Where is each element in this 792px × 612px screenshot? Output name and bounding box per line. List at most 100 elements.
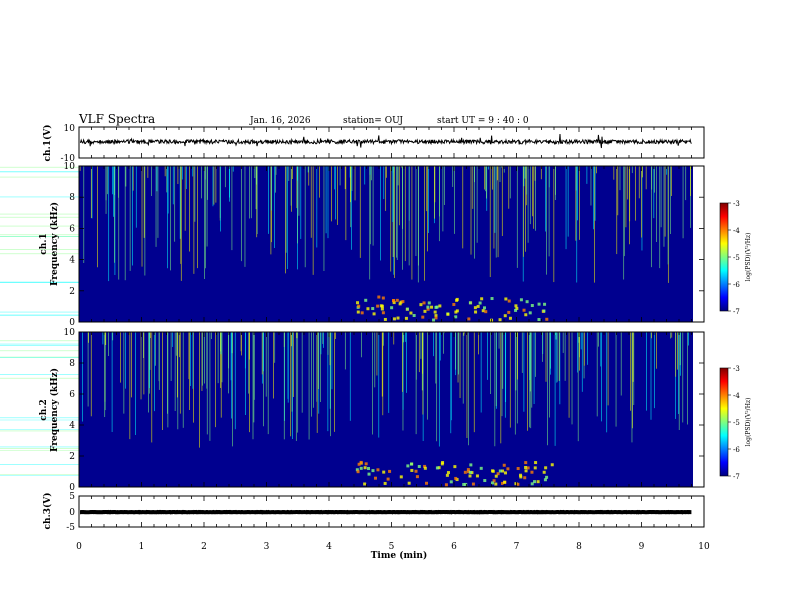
ch1-spectrogram-ylabel-frequency: Frequency (kHz) <box>49 202 60 286</box>
spectrogram-cell <box>524 466 528 470</box>
ch1-waveform-panel: 10 -10 ch.1(V) <box>42 124 705 164</box>
y-tick-label: 6 <box>69 390 75 400</box>
spectrogram-cell <box>542 309 546 313</box>
spectrogram-cell <box>528 311 532 315</box>
spectrogram-cell <box>542 470 546 474</box>
y-tick-label: 8 <box>69 193 75 203</box>
time-tick-label: 4 <box>326 542 332 552</box>
spectrogram-cell <box>441 461 445 465</box>
time-tick-label: 1 <box>139 542 145 552</box>
spectrogram-cell <box>423 466 427 470</box>
spectrogram-cell <box>533 466 537 470</box>
spectrogram-cell <box>544 466 548 470</box>
spectrogram-cell <box>498 469 502 473</box>
spectrogram-cell <box>455 297 459 301</box>
spectrogram-cell <box>502 463 506 467</box>
spectrogram-cell <box>516 467 520 471</box>
spectrogram-cell <box>545 475 549 479</box>
ch1-spectrogram-image <box>0 166 691 322</box>
spectrogram-cell <box>446 312 450 316</box>
spectrogram-cell <box>433 310 437 314</box>
spectrogram-cell <box>395 298 399 302</box>
spectrogram-cell <box>501 481 505 485</box>
spectrogram-cell <box>525 300 529 304</box>
spectrogram-cell <box>359 466 363 470</box>
spectrogram-cell <box>356 301 360 305</box>
spectrogram-cell <box>372 312 376 316</box>
spectrogram-cell <box>424 481 428 485</box>
spectrogram-cell <box>363 466 367 470</box>
spectrogram-cell <box>484 310 488 314</box>
spectrogram-cell <box>469 463 473 467</box>
time-tick-label: 5 <box>389 542 395 552</box>
spectrogram-cell <box>412 314 416 318</box>
spectrogram-cell <box>392 317 396 321</box>
spectrogram-cell <box>490 297 494 301</box>
spectrogram-cell <box>371 307 375 311</box>
time-tick-label: 10 <box>698 542 710 552</box>
spectrogram-cell <box>417 464 421 468</box>
header-start-ut: start UT = 9 : 40 : 0 <box>437 116 529 126</box>
ch1-spectrogram-ylabel-channel: ch.1 <box>39 233 49 254</box>
ch1-ytick-bottom: -10 <box>61 154 76 164</box>
spectrogram-cell <box>396 316 400 320</box>
spectrogram-cell <box>503 314 507 318</box>
colorbar-tick-label: -7 <box>733 308 740 316</box>
ch2-spectrogram-yticks: 0 2 4 6 8 10 <box>64 328 704 493</box>
y-tick-label: 8 <box>69 359 75 369</box>
time-tick-label: 9 <box>639 542 645 552</box>
spectrogram-cell <box>398 302 402 306</box>
ch3-ytick-mid: 0 <box>69 508 75 518</box>
spectrogram-cell <box>533 480 537 484</box>
time-axis-label: Time (min) <box>371 550 428 561</box>
spectrogram-cell <box>427 301 431 305</box>
spectrogram-cell <box>356 470 360 474</box>
spectrogram-cell <box>514 308 518 312</box>
spectrogram-cell <box>530 470 534 474</box>
spectrogram-cell <box>419 303 423 307</box>
y-tick-label: 0 <box>69 318 75 328</box>
ch1-waveform-ylabel: ch.1(V) <box>42 125 53 162</box>
colorbar-tick-label: -7 <box>733 473 740 481</box>
spectrogram-cell <box>471 482 475 486</box>
spectrogram-cell <box>478 301 482 305</box>
ch1-waveform-xticks <box>78 127 705 158</box>
spectrogram-cell <box>380 304 384 308</box>
spectrogram-cell <box>524 461 528 465</box>
spectrogram-cell <box>514 304 518 308</box>
spectrogram-cell <box>508 316 512 320</box>
spectrogram-cell <box>503 480 507 484</box>
spectrogram-cell <box>399 475 403 479</box>
time-tick-label: 7 <box>514 542 520 552</box>
spectrogram-cell <box>483 306 487 310</box>
spectrogram-cell <box>423 464 427 468</box>
spectrogram-cell <box>494 474 498 478</box>
spectrogram-cell <box>445 473 449 477</box>
y-tick-label: 2 <box>69 287 75 297</box>
spectrogram-cell <box>437 466 441 470</box>
spectrogram-cell <box>390 306 394 310</box>
spectrogram-cell <box>423 309 427 313</box>
spectrogram-cell <box>545 317 549 321</box>
spectrogram-cell <box>526 466 530 470</box>
spectrogram-cell <box>543 302 547 306</box>
colorbar-tick-label: -5 <box>733 419 740 427</box>
spectrogram-cell <box>356 310 360 314</box>
time-tick-label: 2 <box>201 542 207 552</box>
spectrogram-cell <box>414 469 418 473</box>
spectrogram-cell <box>494 482 498 486</box>
spectrogram-cell <box>386 477 390 481</box>
spectrogram-cell <box>373 476 377 480</box>
spectrogram-cell <box>474 310 478 314</box>
spectrogram-cell <box>453 465 457 469</box>
ch1-ytick-top: 10 <box>64 124 76 134</box>
spectrogram-cell <box>364 298 368 302</box>
spectrogram-cell <box>543 478 547 482</box>
spectrogram-cell <box>470 471 474 475</box>
spectrogram-cell <box>476 304 480 308</box>
y-tick-label: 6 <box>69 224 75 234</box>
spectrogram-cell <box>383 317 387 321</box>
spectrogram-cell <box>466 468 470 472</box>
spectrogram-cell <box>496 472 500 476</box>
